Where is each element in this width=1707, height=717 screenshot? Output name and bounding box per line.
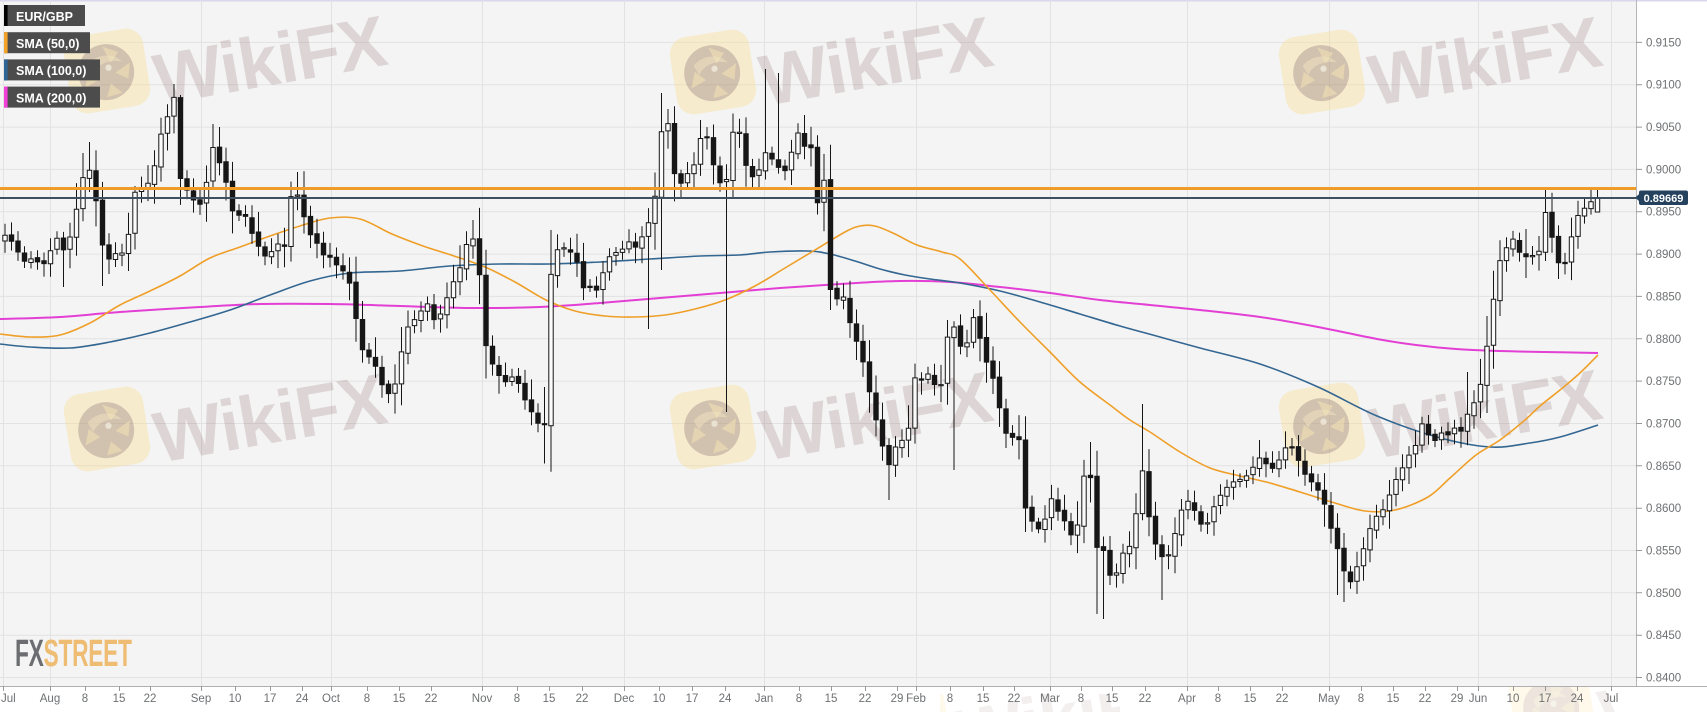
svg-text:0.9100: 0.9100: [1646, 80, 1681, 92]
svg-text:15: 15: [1387, 693, 1400, 705]
svg-text:0.9000: 0.9000: [1646, 164, 1681, 176]
svg-text:Oct: Oct: [322, 693, 341, 705]
svg-text:8: 8: [1215, 693, 1221, 705]
svg-text:22: 22: [144, 693, 157, 705]
svg-text:17: 17: [264, 693, 277, 705]
svg-text:15: 15: [543, 693, 556, 705]
svg-text:22: 22: [425, 693, 438, 705]
svg-text:SMA (200,0): SMA (200,0): [16, 91, 86, 105]
svg-text:0.89669: 0.89669: [1644, 193, 1684, 205]
svg-text:8: 8: [364, 693, 370, 705]
svg-text:8: 8: [947, 693, 953, 705]
svg-text:0.8750: 0.8750: [1646, 376, 1681, 388]
svg-text:May: May: [1318, 693, 1340, 705]
svg-text:EUR/GBP: EUR/GBP: [16, 10, 73, 24]
svg-text:Jul: Jul: [1604, 693, 1619, 705]
svg-text:0.8900: 0.8900: [1646, 249, 1681, 261]
svg-text:8: 8: [514, 693, 520, 705]
svg-text:8: 8: [1358, 693, 1364, 705]
svg-text:FXSTREET: FXSTREET: [15, 632, 132, 674]
svg-text:17: 17: [686, 693, 699, 705]
svg-text:15: 15: [113, 693, 126, 705]
svg-text:0.8400: 0.8400: [1646, 673, 1681, 685]
svg-text:29: 29: [1451, 693, 1464, 705]
svg-text:10: 10: [229, 693, 242, 705]
svg-text:8: 8: [1078, 693, 1084, 705]
svg-text:22: 22: [859, 693, 872, 705]
svg-text:17: 17: [1539, 693, 1552, 705]
svg-text:Aug: Aug: [40, 693, 60, 705]
svg-text:Sep: Sep: [191, 693, 211, 705]
svg-text:22: 22: [1419, 693, 1432, 705]
svg-text:22: 22: [1139, 693, 1152, 705]
svg-text:Jun: Jun: [1469, 693, 1488, 705]
svg-text:10: 10: [653, 693, 666, 705]
svg-text:0.9050: 0.9050: [1646, 122, 1681, 134]
svg-text:22: 22: [1276, 693, 1289, 705]
svg-text:0.8450: 0.8450: [1646, 630, 1681, 642]
svg-text:Apr: Apr: [1178, 693, 1196, 705]
svg-text:Jan: Jan: [755, 693, 774, 705]
svg-text:24: 24: [296, 693, 309, 705]
svg-text:15: 15: [1106, 693, 1119, 705]
svg-text:SMA (50,0): SMA (50,0): [16, 37, 79, 51]
svg-text:SMA (100,0): SMA (100,0): [16, 64, 86, 78]
svg-text:15: 15: [977, 693, 990, 705]
svg-text:15: 15: [825, 693, 838, 705]
svg-text:0.8700: 0.8700: [1646, 419, 1681, 431]
svg-text:29: 29: [891, 693, 904, 705]
svg-text:8: 8: [796, 693, 802, 705]
svg-text:22: 22: [1008, 693, 1021, 705]
svg-text:Feb: Feb: [906, 693, 926, 705]
svg-text:Dec: Dec: [614, 693, 635, 705]
svg-text:0.8950: 0.8950: [1646, 207, 1681, 219]
svg-text:24: 24: [1571, 693, 1584, 705]
svg-text:0.8850: 0.8850: [1646, 291, 1681, 303]
svg-text:Jul: Jul: [1, 693, 16, 705]
svg-text:0.8500: 0.8500: [1646, 588, 1681, 600]
svg-text:0.8650: 0.8650: [1646, 461, 1681, 473]
svg-text:24: 24: [719, 693, 732, 705]
svg-text:8: 8: [82, 693, 88, 705]
svg-text:Nov: Nov: [472, 693, 493, 705]
svg-text:10: 10: [1507, 693, 1520, 705]
svg-text:0.8550: 0.8550: [1646, 546, 1681, 558]
svg-text:15: 15: [393, 693, 406, 705]
svg-text:Mar: Mar: [1040, 693, 1060, 705]
svg-text:0.9150: 0.9150: [1646, 37, 1681, 49]
svg-text:0.8800: 0.8800: [1646, 334, 1681, 346]
svg-text:15: 15: [1244, 693, 1257, 705]
svg-text:22: 22: [576, 693, 589, 705]
svg-text:0.8600: 0.8600: [1646, 503, 1681, 515]
